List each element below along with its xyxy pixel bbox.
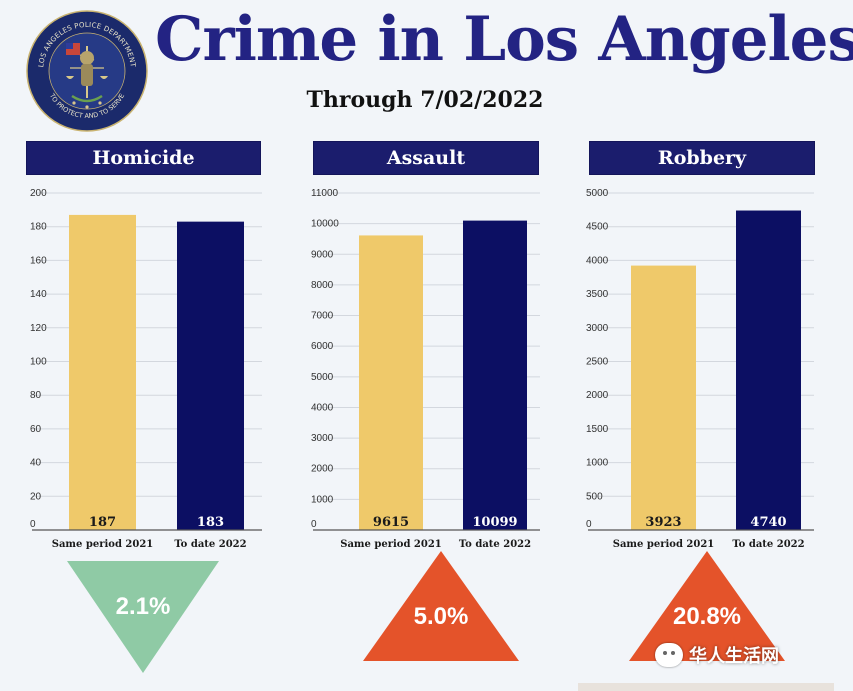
watermark: 华人生活网 — [655, 640, 779, 670]
lapd-badge-logo: LOS ANGELES POLICE DEPARTMENT TO PROTECT… — [26, 10, 148, 132]
y-tick-label: 2500 — [586, 357, 609, 368]
y-tick-label: 11000 — [311, 188, 339, 199]
page-subtitle: Through 7/02/2022 — [306, 87, 544, 113]
bar-value-label: 9615 — [373, 515, 409, 530]
y-tick-label: 1500 — [586, 424, 609, 435]
y-tick-label: 500 — [586, 491, 603, 502]
y-tick-label: 0 — [311, 519, 317, 530]
y-tick-label: 0 — [30, 519, 36, 530]
watermark-text: 华人生活网 — [689, 646, 779, 667]
panel-title-assault: Assault — [314, 142, 538, 174]
bar-same-period-2021 — [359, 235, 423, 530]
change-percent-label: 2.1% — [116, 593, 171, 620]
y-tick-label: 9000 — [311, 249, 334, 260]
y-tick-label: 40 — [30, 458, 42, 469]
y-tick-label: 100 — [30, 357, 47, 368]
corner-decoration — [578, 683, 834, 691]
x-category-label: To date 2022 — [459, 539, 531, 550]
y-tick-label: 0 — [586, 519, 592, 530]
chart-assault: 0 1000 2000 3000 4000 5000 6000 7000 8000 9000 100… — [311, 188, 540, 550]
x-category-label: To date 2022 — [174, 539, 246, 550]
panel-title-homicide: Homicide — [27, 142, 260, 174]
y-tick-label: 200 — [30, 188, 47, 199]
y-tick-label: 80 — [30, 390, 42, 401]
bar-value-label: 3923 — [645, 515, 681, 530]
change-indicator-robbery: 20.8% — [629, 551, 785, 661]
y-tick-label: 2000 — [311, 464, 334, 475]
wechat-icon — [655, 643, 683, 667]
y-tick-label: 2000 — [586, 390, 609, 401]
up-arrow-icon — [629, 551, 785, 661]
y-tick-label: 1000 — [586, 458, 609, 469]
change-percent-label: 20.8% — [673, 603, 741, 630]
bar-value-label: 183 — [197, 515, 224, 530]
up-arrow-icon — [363, 551, 519, 661]
y-tick-label: 8000 — [311, 280, 334, 291]
page-title: Crime in Los Angeles — [155, 4, 853, 75]
y-tick-label: 180 — [30, 222, 47, 233]
chart-robbery: 0 500 1000 1500 2000 2500 3000 3500 4000 4500 5000… — [586, 188, 814, 550]
y-tick-label: 120 — [30, 323, 47, 334]
bar-same-period-2021 — [69, 214, 136, 530]
y-tick-label: 3000 — [311, 433, 334, 444]
change-percent-label: 5.0% — [414, 603, 469, 630]
y-tick-label: 160 — [30, 255, 47, 266]
bar-value-label: 10099 — [472, 515, 517, 530]
x-category-label: Same period 2021 — [52, 539, 154, 550]
bar-value-label: 4740 — [750, 515, 786, 530]
y-tick-label: 3500 — [586, 289, 609, 300]
chart-homicide: 0 20 40 60 80 100 120 140 160 180 200 187 Same perio… — [30, 188, 262, 550]
y-tick-label: 6000 — [311, 341, 334, 352]
y-tick-label: 3000 — [586, 323, 609, 334]
x-category-label: To date 2022 — [732, 539, 804, 550]
change-indicator-homicide: 2.1% — [67, 561, 219, 673]
bar-to-date-2022 — [736, 210, 801, 531]
bar-to-date-2022 — [463, 220, 527, 530]
y-tick-label: 10000 — [311, 219, 339, 230]
y-tick-label: 7000 — [311, 311, 334, 322]
bar-value-label: 187 — [89, 515, 116, 530]
y-tick-label: 4500 — [586, 222, 609, 233]
x-category-label: Same period 2021 — [613, 539, 715, 550]
panel-title-robbery: Robbery — [590, 142, 814, 174]
y-tick-label: 4000 — [311, 402, 334, 413]
y-tick-label: 140 — [30, 289, 47, 300]
y-tick-label: 5000 — [586, 188, 609, 199]
y-tick-label: 5000 — [311, 372, 334, 383]
y-tick-label: 1000 — [311, 494, 334, 505]
x-category-label: Same period 2021 — [340, 539, 442, 550]
y-tick-label: 20 — [30, 491, 42, 502]
down-arrow-icon — [67, 561, 219, 673]
y-tick-label: 60 — [30, 424, 42, 435]
change-indicator-assault: 5.0% — [363, 551, 519, 661]
bar-same-period-2021 — [631, 265, 696, 530]
bar-to-date-2022 — [177, 221, 244, 530]
y-tick-label: 4000 — [586, 255, 609, 266]
